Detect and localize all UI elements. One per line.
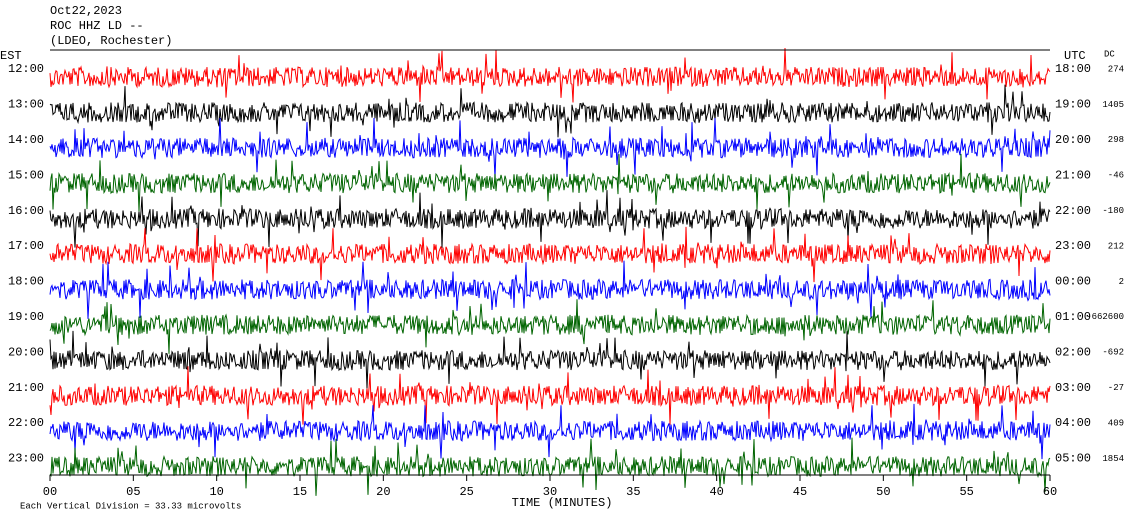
seismic-trace bbox=[49, 153, 1051, 212]
seismic-trace bbox=[49, 117, 1051, 178]
utc-label: 20:00 bbox=[1055, 133, 1091, 147]
utc-label: 03:00 bbox=[1055, 381, 1091, 395]
traces bbox=[49, 47, 1051, 496]
seismic-trace bbox=[49, 403, 1051, 460]
est-label: 21:00 bbox=[8, 381, 44, 395]
dc-value: 1854 bbox=[1102, 454, 1124, 464]
dc-value: -180 bbox=[1102, 206, 1124, 216]
title-line: Oct22,2023 bbox=[50, 4, 122, 18]
utc-label: 23:00 bbox=[1055, 239, 1091, 253]
x-tick-label: 10 bbox=[209, 485, 223, 499]
dc-label: DC bbox=[1104, 49, 1115, 59]
x-tick-label: 55 bbox=[959, 485, 973, 499]
footnote: Each Vertical Division = 33.33 microvolt… bbox=[20, 501, 241, 511]
x-tick-label: 50 bbox=[876, 485, 890, 499]
utc-label: 00:00 bbox=[1055, 275, 1091, 289]
seismic-trace bbox=[49, 330, 1051, 389]
x-tick-label: 15 bbox=[293, 485, 307, 499]
est-label: 18:00 bbox=[8, 275, 44, 289]
dc-value: 2 bbox=[1119, 277, 1124, 287]
x-tick-label: 00 bbox=[43, 485, 57, 499]
seismic-trace bbox=[49, 260, 1051, 319]
est-label: 20:00 bbox=[8, 345, 44, 359]
seismic-trace bbox=[49, 299, 1051, 354]
right-axis-label: UTC bbox=[1064, 49, 1086, 63]
title-line: (LDEO, Rochester) bbox=[50, 34, 172, 48]
utc-label: 05:00 bbox=[1055, 452, 1091, 466]
utc-label: 02:00 bbox=[1055, 345, 1091, 359]
dc-value: 1405 bbox=[1102, 100, 1124, 110]
dc-value: -662600 bbox=[1086, 312, 1124, 322]
title-line: ROC HHZ LD -- bbox=[50, 19, 144, 33]
est-label: 14:00 bbox=[8, 133, 44, 147]
x-axis-label: TIME (MINUTES) bbox=[512, 496, 613, 510]
x-tick-label: 35 bbox=[626, 485, 640, 499]
dc-value: -692 bbox=[1102, 348, 1124, 358]
x-tick-label: 40 bbox=[709, 485, 723, 499]
seismic-trace bbox=[49, 226, 1051, 283]
dc-value: 212 bbox=[1108, 241, 1124, 251]
dc-value: 298 bbox=[1108, 135, 1124, 145]
utc-label: 01:00 bbox=[1055, 310, 1091, 324]
x-tick-label: 05 bbox=[126, 485, 140, 499]
dc-value: -46 bbox=[1108, 171, 1124, 181]
est-label: 12:00 bbox=[8, 62, 44, 76]
utc-label: 19:00 bbox=[1055, 98, 1091, 112]
dc-value: 274 bbox=[1108, 64, 1124, 74]
dc-value: 409 bbox=[1108, 418, 1124, 428]
dc-value: -27 bbox=[1108, 383, 1124, 393]
seismic-trace bbox=[49, 47, 1051, 103]
left-axis-label: EST bbox=[0, 49, 22, 63]
est-label: 15:00 bbox=[8, 168, 44, 182]
x-tick-label: 30 bbox=[543, 485, 557, 499]
utc-label: 04:00 bbox=[1055, 416, 1091, 430]
x-tick-label: 25 bbox=[459, 485, 473, 499]
x-tick-label: 45 bbox=[793, 485, 807, 499]
seismic-trace bbox=[49, 366, 1051, 425]
est-label: 13:00 bbox=[8, 98, 44, 112]
utc-label: 21:00 bbox=[1055, 168, 1091, 182]
est-label: 16:00 bbox=[8, 204, 44, 218]
est-label: 23:00 bbox=[8, 452, 44, 466]
utc-label: 18:00 bbox=[1055, 62, 1091, 76]
est-label: 19:00 bbox=[8, 310, 44, 324]
x-tick-label: 60 bbox=[1043, 485, 1057, 499]
seismic-trace bbox=[49, 190, 1051, 248]
seismic-trace bbox=[49, 84, 1051, 138]
utc-label: 22:00 bbox=[1055, 204, 1091, 218]
est-label: 17:00 bbox=[8, 239, 44, 253]
x-tick-label: 20 bbox=[376, 485, 390, 499]
est-label: 22:00 bbox=[8, 416, 44, 430]
